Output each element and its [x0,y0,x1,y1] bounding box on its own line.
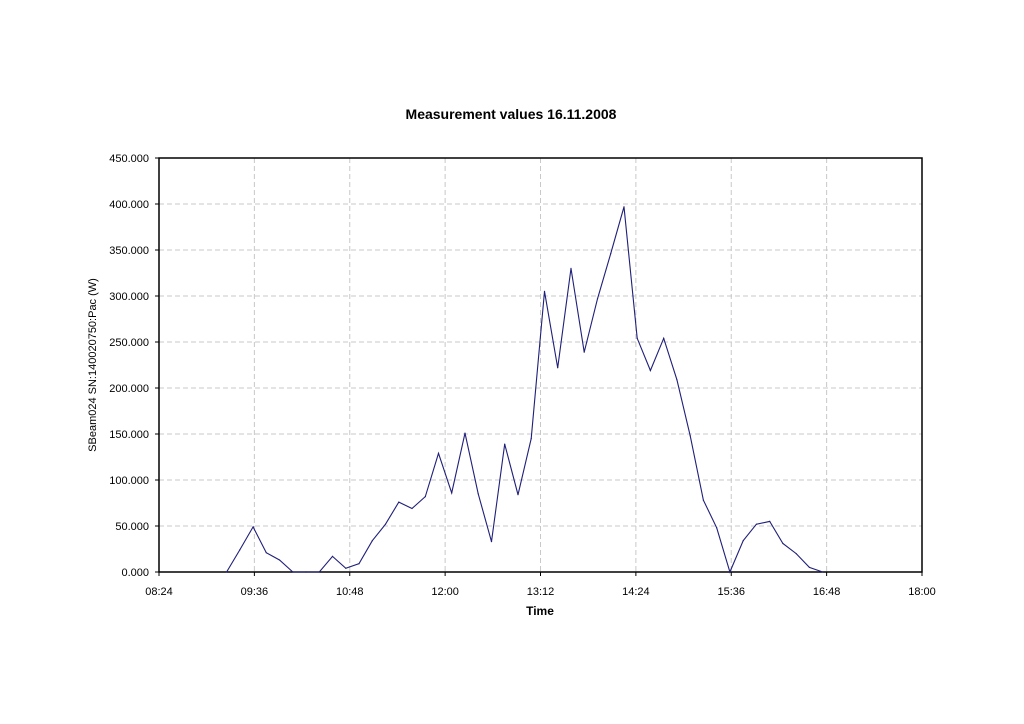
data-point [729,571,731,573]
y-tick-label: 200.000 [109,383,149,395]
data-point [345,567,347,569]
y-tick-label: 50.000 [115,521,149,533]
data-point [808,566,811,569]
data-point [504,443,506,445]
x-tick-label: 16:48 [813,586,841,598]
y-axis-title: SBeam024 SN:140020750:Pac (W) [87,278,99,452]
data-point [252,526,254,528]
y-tick-label: 400.000 [109,199,149,211]
x-tick-label: 13:12 [527,586,555,598]
y-tick-label: 350.000 [109,245,149,257]
chart-title: Measurement values 16.11.2008 [406,106,617,122]
data-point [570,267,572,269]
data-point [755,523,758,525]
x-axis-title: Time [526,604,554,618]
data-point [265,552,267,554]
y-tick-label: 450.000 [109,153,149,165]
data-point [610,253,612,255]
data-point [543,290,546,292]
data-point [305,571,307,573]
x-tick-label: 09:36 [241,586,269,598]
data-point [689,435,691,437]
x-tick-label: 15:36 [717,586,745,598]
y-tick-label: 150.000 [109,429,149,441]
data-point [278,559,281,561]
data-point [676,379,678,381]
data-point [424,496,426,498]
tick-labels: 0.000 50.000 100.000 150.000 200.000 250.000 3… [109,153,936,598]
data-point [649,369,652,372]
data-point [742,540,744,542]
data-point [490,541,493,543]
y-tick-label: 300.000 [109,291,149,303]
data-point [451,492,453,494]
data-point [557,367,559,369]
data-point [318,571,320,573]
plot-area-border [158,157,923,573]
data-point [239,549,241,551]
data-point [384,523,387,525]
data-point [663,337,665,339]
data-point [371,540,373,542]
grid-lines [159,158,922,572]
data-point [477,493,479,495]
data-point [530,438,532,440]
data-point [331,555,334,558]
data-point [411,507,413,510]
data-point [596,298,599,300]
data-point [636,337,638,339]
y-tick-label: 0.000 [121,567,149,579]
data-point [292,571,294,573]
series-layer [226,206,824,574]
data-point [358,563,360,565]
data-point [583,351,585,353]
x-tick-label: 18:00 [908,586,936,598]
data-point [398,501,400,503]
y-tick-label: 250.000 [109,337,149,349]
data-point [782,542,784,545]
data-point [464,432,466,434]
data-point [716,527,718,529]
y-tick-label: 100.000 [109,475,149,487]
x-tick-label: 08:24 [145,586,173,598]
data-point [822,571,824,573]
data-point [437,452,440,454]
data-point [623,206,625,208]
data-point [795,553,797,555]
data-point [769,520,771,523]
data-point [517,494,519,496]
x-tick-label: 14:24 [622,586,650,598]
series-line [226,206,823,574]
data-point [226,571,228,573]
x-tick-label: 10:48 [336,586,364,598]
data-point [702,499,705,501]
x-tick-label: 12:00 [431,586,459,598]
